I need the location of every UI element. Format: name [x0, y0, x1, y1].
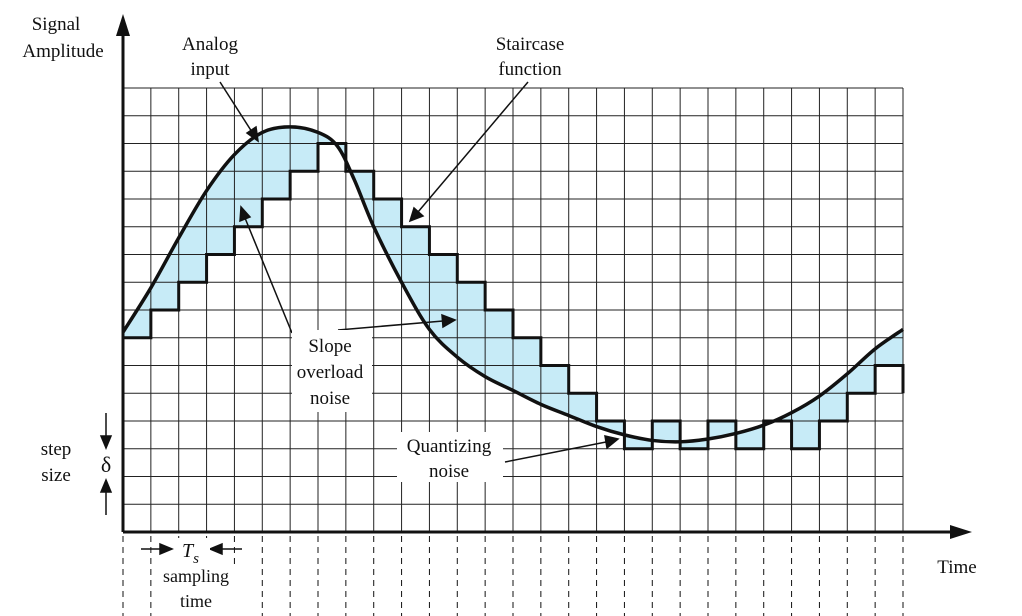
sampling-period-symbol: Ts — [182, 540, 199, 567]
staircase-arrow — [417, 81, 529, 213]
ts-arrowhead-left — [208, 542, 223, 556]
label-backgrounds — [152, 330, 503, 616]
slope-overload-label-line1: Slope — [308, 336, 351, 357]
analog-input-arrowhead — [245, 125, 259, 143]
slope-noise-arrowhead-lower — [441, 313, 457, 329]
slope-overload-label-line3: noise — [310, 388, 350, 409]
ts-arrowhead-right — [159, 542, 174, 556]
analog-input-curve — [121, 125, 905, 444]
x-axis-label: Time — [937, 557, 976, 578]
step-size-label-line1: step — [41, 439, 72, 460]
y-axis-arrowhead — [116, 14, 130, 36]
staircase-arrowhead — [408, 206, 425, 223]
analog-input-arrow — [219, 81, 253, 133]
slope-overload-label-line2: overload — [297, 362, 364, 383]
step-size-label-line2: size — [41, 465, 71, 486]
callout-arrows — [99, 81, 620, 556]
axes — [116, 14, 972, 539]
slope-noise-arrow-lower — [337, 320, 444, 331]
staircase-label-line1: Staircase — [496, 34, 565, 55]
quantizing-noise-label-line1: Quantizing — [407, 436, 492, 457]
delta-symbol: δ — [101, 452, 111, 477]
y-axis-label-line2: Amplitude — [22, 41, 103, 62]
sampling-time-label-line1: sampling — [163, 566, 229, 586]
y-axis-label-line1: Signal — [32, 14, 81, 35]
staircase-function — [123, 142, 905, 451]
staircase-label-line2: function — [498, 59, 562, 80]
quantizing-noise-arrow — [504, 441, 607, 463]
analog-input-label-line2: input — [190, 59, 230, 80]
x-axis-arrowhead — [950, 525, 972, 539]
analog-input-label-line1: Analog — [182, 34, 238, 55]
step-size-arrowhead-down — [99, 435, 113, 450]
step-size-arrowhead-up — [99, 478, 113, 493]
sampling-time-label-line2: time — [180, 591, 212, 611]
quantizing-noise-arrowhead — [604, 435, 620, 450]
quantizing-noise-label-line2: noise — [429, 461, 469, 482]
slope-noise-arrow-upper — [244, 217, 293, 334]
slope-noise-arrowhead-upper — [239, 205, 252, 223]
